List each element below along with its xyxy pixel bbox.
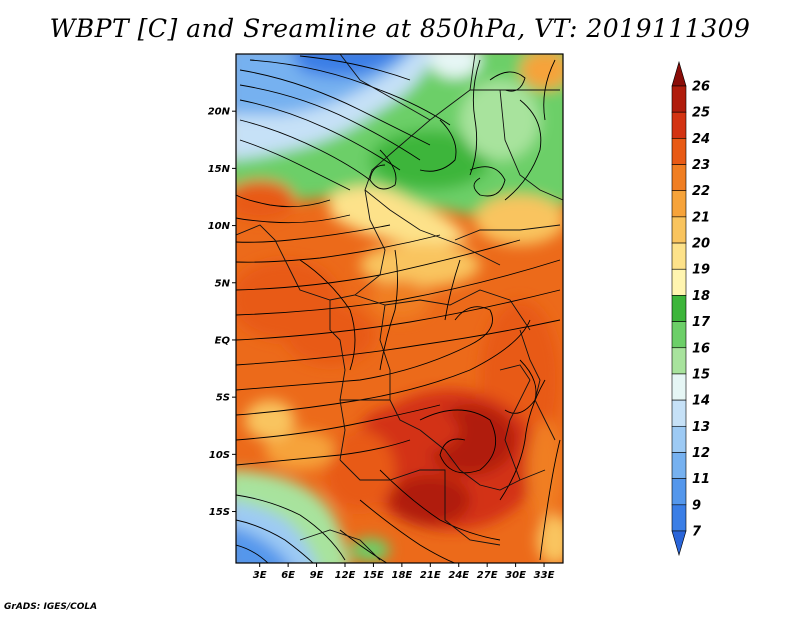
colorbar-bin — [671, 268, 687, 296]
colorbar-bin — [671, 478, 687, 506]
colorbar-bin — [671, 216, 687, 244]
colorbar-bin — [671, 321, 687, 349]
colorbar-label: 23 — [692, 158, 710, 173]
lat-tick-label: 5S — [216, 393, 230, 404]
colorbar-bin — [671, 373, 687, 401]
colorbar-bin — [671, 347, 687, 375]
colorbar-label: 15 — [692, 367, 710, 382]
lon-tick-label: 24E — [448, 570, 469, 581]
colorbar-bin — [671, 399, 687, 427]
lon-tick-label: 30E — [505, 570, 526, 581]
colorbar-bin — [671, 138, 687, 165]
colorbar-label: 9 — [692, 498, 701, 513]
colorbar-label: 25 — [692, 106, 710, 121]
latitude-axis: 20N 15N 10N 5N EQ 5S 10S 15S — [208, 107, 236, 518]
streamlines — [236, 55, 561, 563]
colorbar-label: 19 — [692, 263, 710, 278]
lon-tick-label: 33E — [534, 570, 555, 581]
map-frame — [235, 53, 564, 564]
lon-tick-label: 9E — [310, 570, 324, 581]
colorbar-label: 26 — [692, 80, 710, 95]
colorbar-label: 22 — [692, 184, 710, 199]
colorbar-label: 11 — [692, 472, 710, 487]
colorbar-bin — [671, 190, 687, 218]
lon-tick-label: 27E — [477, 570, 498, 581]
colorbar-bin — [671, 111, 687, 139]
colorbar-bin — [671, 504, 687, 532]
lat-tick-label: 10N — [208, 221, 231, 232]
grads-credit: GrADS: IGES/COLA — [4, 602, 98, 612]
lon-tick-label: 21E — [420, 570, 441, 581]
lat-tick-label: EQ — [215, 335, 231, 346]
lat-tick-label: 15N — [208, 164, 231, 175]
colorbar-label: 17 — [692, 315, 711, 330]
lon-tick-label: 6E — [281, 570, 295, 581]
colorbar-label: 12 — [692, 446, 710, 461]
longitude-axis: 3E 6E 9E 12E 15E 18E 21E 24E 27E 30E 33E — [253, 563, 555, 581]
colorbar-label: 24 — [692, 132, 710, 147]
colorbar-label: 16 — [692, 341, 710, 356]
colorbar-bin — [671, 295, 687, 322]
colorbar-lower-arrow — [671, 530, 687, 557]
colorbar-label: 21 — [692, 210, 710, 225]
colorbar-bin — [671, 425, 687, 453]
lat-tick-label: 10S — [209, 450, 230, 461]
colorbar-label: 18 — [692, 289, 710, 304]
colorbar-upper-arrow — [671, 60, 687, 87]
lon-tick-label: 15E — [363, 570, 384, 581]
lon-tick-label: 3E — [253, 570, 267, 581]
wbpt-shading — [236, 54, 563, 563]
lat-tick-label: 20N — [208, 107, 231, 118]
colorbar-bin — [671, 242, 687, 270]
colorbar-bin — [671, 85, 687, 113]
lat-tick-label: 15S — [209, 507, 230, 518]
colorbar-label: 14 — [692, 394, 710, 409]
colorbar-label: 7 — [692, 525, 702, 540]
colorbar: 26 25 24 23 22 21 20 19 18 17 16 15 14 13 12 11 9 7 — [671, 60, 711, 557]
colorbar-bin — [671, 452, 687, 479]
colorbar-bin — [671, 164, 687, 192]
colorbar-label: 20 — [692, 237, 710, 252]
lon-tick-label: 18E — [391, 570, 412, 581]
lat-tick-label: 5N — [215, 278, 231, 289]
map-title: WBPT [C] and Sreamline at 850hPa, VT: 20… — [49, 14, 751, 43]
colorbar-label: 13 — [692, 420, 710, 435]
lon-tick-label: 12E — [335, 570, 356, 581]
country-borders — [236, 54, 563, 561]
